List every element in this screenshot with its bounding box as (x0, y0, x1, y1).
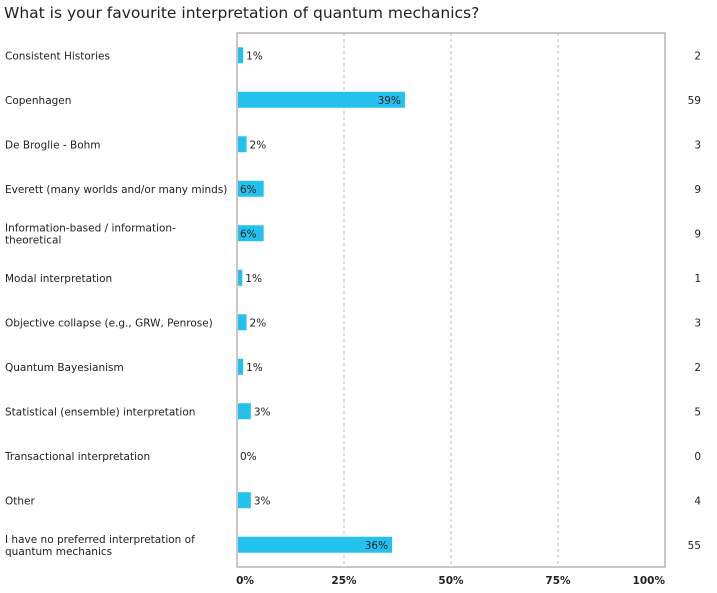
data-label: 3% (254, 406, 271, 418)
bar (238, 492, 251, 509)
category-label: Transactional interpretation (4, 451, 150, 463)
category-label: Quantum Bayesianism (5, 362, 124, 374)
x-tick-label: 50% (438, 575, 464, 587)
data-label: 3% (254, 495, 271, 507)
data-label: 1% (246, 362, 263, 374)
response-count: 5 (694, 406, 701, 418)
x-tick-label: 0% (236, 575, 254, 587)
bar (238, 91, 405, 108)
bar (238, 225, 264, 242)
response-count: 59 (688, 95, 701, 107)
x-tick-label: 100% (633, 575, 666, 587)
data-label: 39% (378, 95, 401, 107)
category-label: Objective collapse (e.g., GRW, Penrose) (5, 317, 213, 329)
response-count: 9 (694, 228, 701, 240)
response-count: 0 (694, 451, 701, 463)
category-label: Other (5, 495, 35, 507)
response-count: 9 (694, 184, 701, 196)
response-count: 2 (694, 362, 701, 374)
category-label: Information-based / information- (5, 222, 176, 234)
bar (238, 136, 247, 153)
data-label: 0% (240, 451, 257, 463)
response-count: 4 (694, 495, 701, 507)
bar (238, 269, 243, 286)
response-count: 1 (694, 273, 701, 285)
bar (238, 536, 393, 553)
category-label: I have no preferred interpretation of (5, 534, 195, 546)
data-label: 2% (250, 317, 267, 329)
data-label: 2% (250, 139, 267, 151)
response-count: 3 (694, 317, 701, 329)
data-label: 1% (245, 273, 262, 285)
chart-title: What is your favourite interpretation of… (4, 4, 480, 22)
data-label: 1% (246, 50, 263, 62)
x-tick-label: 25% (331, 575, 357, 587)
bar (238, 314, 247, 331)
category-label: Everett (many worlds and/or many minds) (5, 184, 227, 196)
category-label: theoretical (5, 234, 61, 246)
x-tick-label: 75% (545, 575, 571, 587)
category-label: Statistical (ensemble) interpretation (5, 406, 195, 418)
category-label: Copenhagen (5, 95, 71, 107)
data-label: 6% (240, 184, 257, 196)
bar (238, 47, 244, 64)
data-label: 6% (240, 228, 257, 240)
category-label: Modal interpretation (5, 273, 112, 285)
category-label: Consistent Histories (5, 50, 110, 62)
category-label: De Broglie - Bohm (5, 139, 101, 151)
response-count: 3 (694, 139, 701, 151)
bar (238, 180, 264, 197)
bar (238, 358, 244, 375)
response-count: 2 (694, 50, 701, 62)
category-label: quantum mechanics (5, 546, 112, 558)
bar (238, 403, 251, 420)
data-label: 36% (365, 540, 388, 552)
response-count: 55 (688, 540, 701, 552)
